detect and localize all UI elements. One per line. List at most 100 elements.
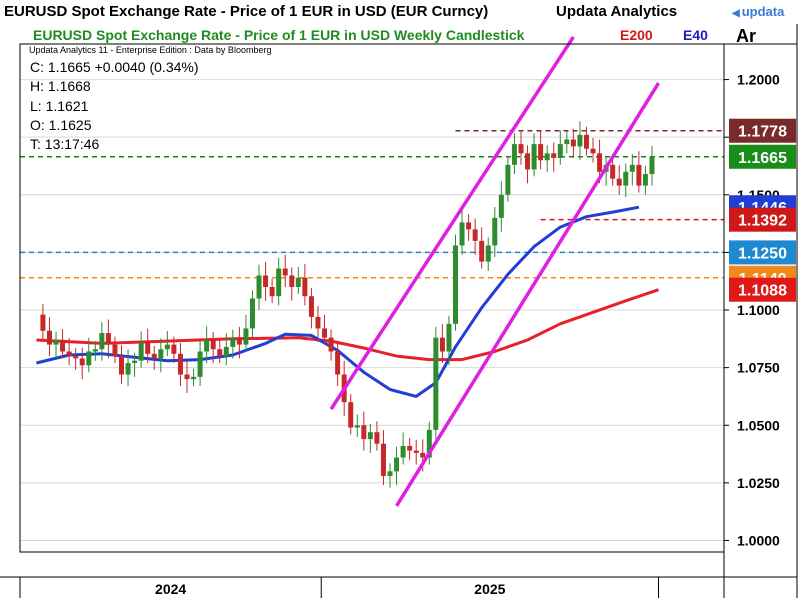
window-title: EURUSD Spot Exchange Rate - Price of 1 E… bbox=[4, 3, 489, 20]
candle-down bbox=[439, 337, 445, 352]
candle-down bbox=[335, 351, 341, 375]
chart-frame bbox=[0, 24, 798, 598]
candle-down bbox=[73, 356, 79, 359]
chart-title: EURUSD Spot Exchange Rate - Price of 1 E… bbox=[33, 27, 525, 43]
chart-subtitle: Updata Analytics 11 - Enterprise Edition… bbox=[29, 45, 272, 55]
window-titlebar: EURUSD Spot Exchange Rate - Price of 1 E… bbox=[0, 0, 800, 25]
candle-up bbox=[531, 144, 537, 170]
price-label-box bbox=[729, 118, 796, 143]
candle-up bbox=[138, 342, 144, 361]
candle-up bbox=[387, 471, 393, 476]
close-readout: C: 1.1665 +0.0040 (0.34%) bbox=[30, 59, 199, 75]
candle-down bbox=[282, 268, 288, 276]
candle-down bbox=[590, 148, 596, 154]
y-tick-label: 1.1000 bbox=[737, 302, 780, 318]
candle-up bbox=[426, 429, 432, 458]
candle-up bbox=[577, 134, 583, 147]
y-axis: 1.00001.02501.05001.07501.10001.15001.20… bbox=[724, 72, 780, 548]
candle-down bbox=[263, 275, 269, 287]
candle-up bbox=[623, 171, 629, 186]
low-readout: L: 1.1621 bbox=[30, 97, 89, 114]
updata-logo[interactable]: ◀ updata bbox=[732, 4, 784, 19]
candle-down bbox=[171, 344, 177, 354]
candle-down bbox=[466, 222, 472, 230]
price-levels bbox=[20, 129, 724, 279]
candle-down bbox=[479, 240, 485, 262]
candle-down bbox=[407, 445, 413, 451]
candle-down bbox=[151, 353, 157, 359]
candle-down bbox=[302, 277, 308, 297]
candle-up bbox=[158, 349, 164, 359]
y-tick-label: 1.0750 bbox=[737, 360, 780, 376]
legend-e40[interactable]: E40 bbox=[683, 27, 708, 43]
channel-line bbox=[395, 82, 660, 507]
x-axis: 2024 2025 bbox=[19, 577, 660, 598]
candlesticks bbox=[40, 121, 655, 488]
candle-down bbox=[322, 328, 328, 338]
y-tick-label: 1.0250 bbox=[737, 475, 780, 491]
candle-up bbox=[191, 376, 197, 380]
y-tick-label: 1.0000 bbox=[737, 532, 780, 548]
e200-line bbox=[36, 288, 659, 362]
candle-down bbox=[538, 144, 544, 161]
candle-up bbox=[498, 194, 504, 218]
candle-down bbox=[583, 134, 589, 149]
price-label-text: 1.1778 bbox=[738, 124, 787, 141]
price-label-box bbox=[729, 277, 796, 302]
candle-down bbox=[177, 353, 183, 375]
candle-up bbox=[276, 268, 282, 297]
price-label-text: 1.1250 bbox=[738, 245, 787, 262]
candle-down bbox=[308, 296, 314, 317]
candle-up bbox=[223, 346, 229, 357]
price-label-text: 1.1392 bbox=[738, 213, 787, 230]
candle-up bbox=[197, 351, 203, 377]
candle-up bbox=[400, 445, 406, 458]
candle-up bbox=[249, 298, 255, 329]
candle-down bbox=[236, 337, 242, 345]
candle-down bbox=[46, 330, 52, 345]
candle-up bbox=[433, 337, 439, 430]
candle-up bbox=[446, 323, 452, 352]
candle-down bbox=[66, 351, 72, 357]
candle-down bbox=[518, 144, 524, 154]
price-label-box bbox=[729, 144, 796, 169]
candle-down bbox=[210, 339, 216, 350]
candle-up bbox=[164, 344, 170, 350]
candle-down bbox=[315, 316, 321, 329]
candle-up bbox=[99, 333, 105, 350]
candle-down bbox=[119, 356, 125, 375]
price-label-box bbox=[729, 207, 796, 232]
candle-down bbox=[60, 339, 66, 352]
price-level-labels: 1.17781.16651.14461.13921.12501.11401.10… bbox=[729, 118, 796, 302]
candle-up bbox=[557, 144, 563, 158]
candle-down bbox=[40, 314, 46, 331]
candle-up bbox=[485, 245, 491, 262]
candle-down bbox=[413, 450, 419, 453]
candle-up bbox=[564, 139, 570, 145]
axis-corner-label[interactable]: Ar bbox=[736, 26, 757, 46]
candle-down bbox=[570, 139, 576, 147]
candle-down bbox=[289, 275, 295, 287]
candle-down bbox=[348, 402, 354, 428]
candle-up bbox=[394, 457, 400, 472]
price-chart[interactable]: 1.00001.02501.05001.07501.10001.15001.20… bbox=[0, 24, 800, 600]
candle-down bbox=[328, 337, 334, 352]
candle-up bbox=[295, 277, 301, 287]
candle-down bbox=[472, 229, 478, 241]
candle-up bbox=[492, 217, 498, 246]
candle-up bbox=[505, 164, 511, 195]
candle-down bbox=[112, 344, 118, 357]
candle-up bbox=[230, 337, 236, 347]
candle-up bbox=[243, 328, 249, 345]
y-tick-label: 1.2000 bbox=[737, 72, 780, 88]
candle-down bbox=[217, 349, 223, 357]
candle-up bbox=[452, 245, 458, 324]
legend-e200[interactable]: E200 bbox=[620, 27, 653, 43]
time-readout: T: 13:17:46 bbox=[30, 136, 100, 153]
candle-up bbox=[642, 174, 648, 186]
candle-up bbox=[511, 144, 517, 165]
candle-down bbox=[361, 425, 367, 440]
logo-triangle-icon: ◀ bbox=[732, 8, 740, 19]
candle-down bbox=[374, 432, 380, 444]
channel-line bbox=[329, 35, 575, 411]
